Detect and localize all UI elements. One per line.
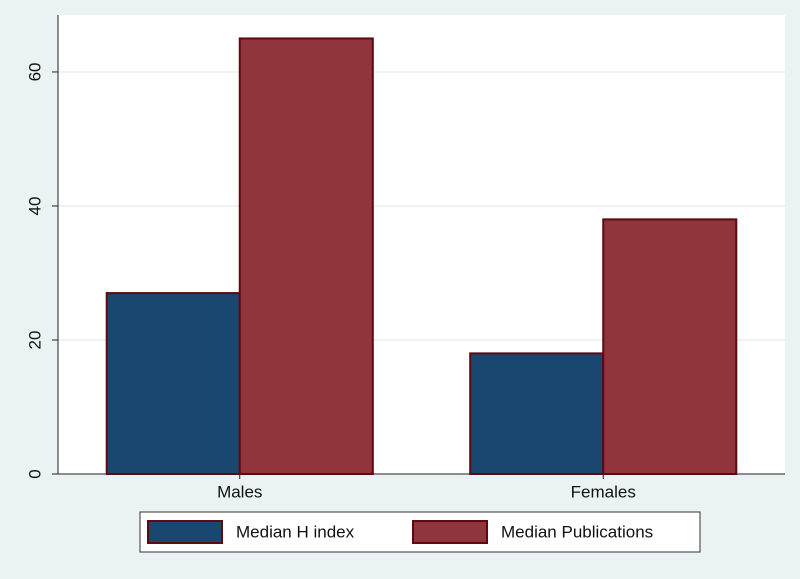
bar [602,218,738,475]
y-tick-label: 20 [25,331,44,350]
legend: Median H index Median Publications [139,511,701,553]
y-tick-label: 40 [25,197,44,216]
y-tick-label: 0 [25,469,44,478]
bars [105,37,738,476]
legend-label: Median Publications [501,522,653,541]
x-tick-label: Males [217,482,262,501]
legend-swatch [147,520,223,544]
bar [105,292,241,475]
grid: 0 20 40 60 Males Females [25,15,785,501]
bar [238,37,374,476]
x-tick-label: Females [571,482,636,501]
y-tick-label: 60 [25,62,44,81]
legend-label: Median H index [236,522,355,541]
legend-swatch [412,520,488,544]
bar [469,352,605,476]
